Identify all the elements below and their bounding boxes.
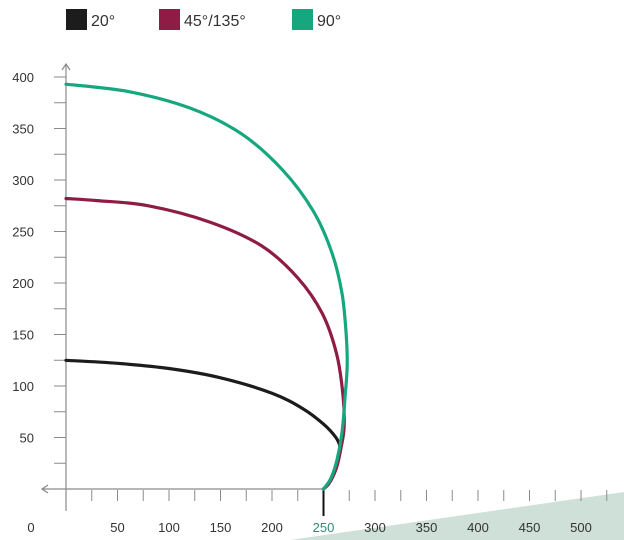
x-tick-label: 400: [467, 520, 489, 535]
axes: [40, 62, 325, 516]
legend-label: 90°: [317, 13, 341, 30]
ticks: [54, 76, 608, 501]
ground-shading: [290, 492, 624, 540]
legend-label: 45°/135°: [184, 13, 246, 30]
series-lines: [64, 82, 349, 491]
legend-swatch: [159, 9, 180, 30]
x-origin-label: 0: [27, 520, 34, 535]
tick-labels: 0 50 100 150 200 250 300 350 400 50 100 150 200 250 3…: [12, 70, 592, 535]
x-axis-arrow: [40, 484, 49, 494]
y-tick-label: 50: [20, 431, 34, 446]
y-tick-label: 300: [12, 173, 34, 188]
legend-swatch: [66, 9, 87, 30]
y-axis-arrow: [61, 62, 71, 71]
y-tick-label: 400: [12, 70, 34, 85]
x-tick-label: 200: [261, 520, 283, 535]
x-tick-label: 300: [364, 520, 386, 535]
series-line: [64, 358, 342, 491]
legend: 20° 45°/135° 90°: [66, 9, 341, 30]
series-line: [64, 196, 346, 491]
x-tick-label: 250: [313, 520, 335, 535]
x-tick-label: 500: [570, 520, 592, 535]
x-tick-label: 350: [416, 520, 438, 535]
y-tick-label: 350: [12, 122, 34, 137]
x-tick-label: 50: [110, 520, 124, 535]
y-tick-label: 100: [12, 379, 34, 394]
series-line: [64, 82, 349, 491]
x-tick-label: 100: [158, 520, 180, 535]
x-tick-label: 450: [519, 520, 541, 535]
legend-swatch: [292, 9, 313, 30]
legend-label: 20°: [91, 13, 115, 30]
x-tick-label: 150: [210, 520, 232, 535]
y-tick-label: 150: [12, 328, 34, 343]
y-tick-label: 200: [12, 276, 34, 291]
y-tick-label: 250: [12, 225, 34, 240]
